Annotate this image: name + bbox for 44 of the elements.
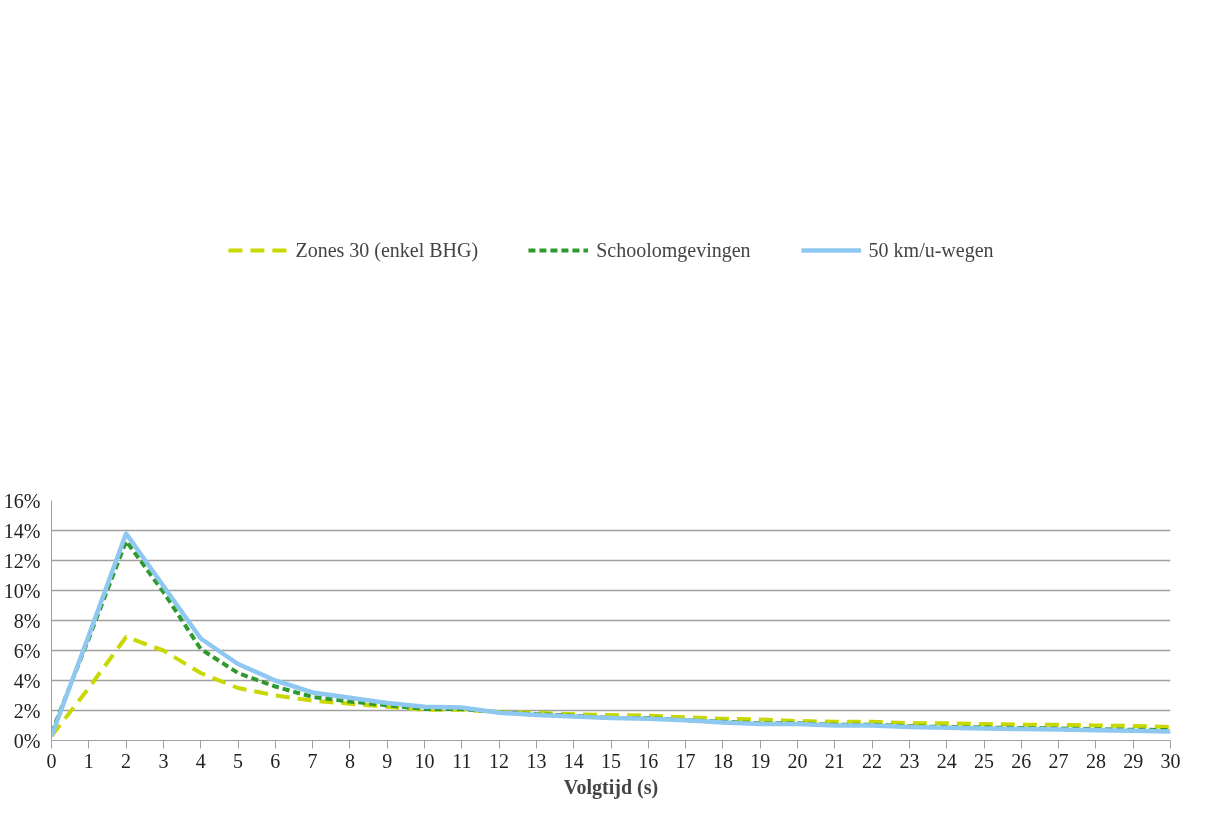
x-tick-label: 7	[307, 749, 318, 772]
y-tick-label: 6%	[13, 639, 41, 662]
x-tick-label: 6	[270, 749, 281, 772]
y-tick-label: 2%	[13, 699, 41, 722]
y-tick-label: 10%	[3, 579, 41, 602]
x-tick-label: 30	[1160, 749, 1181, 772]
x-tick-label: 16	[638, 749, 659, 772]
x-tick-label: 24	[936, 749, 957, 772]
x-tick-label: 25	[974, 749, 994, 772]
x-tick-label: 22	[862, 749, 883, 772]
y-tick-label: 0%	[13, 729, 41, 752]
x-tick-label: 26	[1011, 749, 1032, 772]
x-tick-label: 3	[158, 749, 169, 772]
y-tick-label: 16%	[3, 489, 41, 512]
x-tick-label: 8	[344, 749, 355, 772]
x-tick-label: 1	[83, 749, 94, 772]
x-tick-label: 5	[233, 749, 243, 772]
y-tick-label: 8%	[13, 609, 41, 632]
x-tick-label: 21	[824, 749, 845, 772]
x-tick-label: 0	[46, 749, 57, 772]
x-tick-label: 14	[563, 749, 584, 772]
legend-label: 50 km/u-wegen	[868, 238, 994, 262]
x-tick-label: 20	[787, 749, 808, 772]
x-tick-label: 13	[526, 749, 547, 772]
x-tick-label: 11	[452, 749, 472, 772]
x-tick-label: 9	[382, 749, 393, 772]
x-tick-label: 15	[601, 749, 621, 772]
x-tick-label: 4	[195, 749, 206, 772]
x-tick-label: 27	[1048, 749, 1069, 772]
y-tick-label: 12%	[3, 549, 41, 572]
x-tick-label: 17	[675, 749, 696, 772]
x-tick-label: 10	[414, 749, 435, 772]
y-tick-label: 4%	[13, 669, 41, 692]
legend-label: Schoolomgevingen	[596, 238, 751, 262]
x-tick-label: 29	[1123, 749, 1144, 772]
legend-label: Zones 30 (enkel BHG)	[295, 238, 479, 262]
x-tick-label: 18	[712, 749, 733, 772]
x-tick-label: 12	[489, 749, 510, 772]
x-axis-title: Volgtijd (s)	[563, 775, 659, 799]
x-tick-label: 19	[750, 749, 771, 772]
y-tick-label: 14%	[3, 519, 41, 542]
x-tick-label: 23	[899, 749, 920, 772]
x-tick-label: 2	[121, 749, 132, 772]
x-tick-label: 28	[1085, 749, 1106, 772]
